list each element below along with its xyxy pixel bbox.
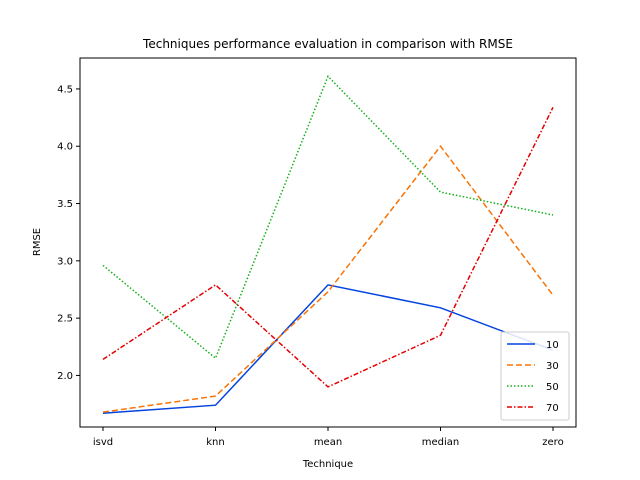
y-tick-label: 3.0: [57, 256, 73, 267]
series-line-50: [102, 74, 554, 360]
y-tick-label: 2.5: [57, 314, 73, 325]
series-line-70: [102, 106, 554, 388]
legend-label-30: 30: [546, 361, 559, 372]
legend: 10 30 50 70: [500, 331, 570, 421]
y-tick-label: 4.0: [57, 142, 73, 153]
series-line-30: [102, 144, 554, 413]
x-tick-label: isvd: [93, 437, 113, 448]
x-axis-label: Technique: [302, 459, 353, 470]
y-axis-label: RMSE: [32, 228, 43, 256]
y-tick-label: 3.5: [57, 199, 73, 210]
x-tick-label: median: [422, 437, 460, 448]
chart-title: Techniques performance evaluation in com…: [142, 37, 513, 51]
legend-label-10: 10: [546, 340, 559, 351]
series-layer: [102, 74, 554, 414]
y-axis: 2.0 2.5 3.0 3.5 4.0 4.5: [57, 84, 80, 382]
y-tick-label: 4.5: [57, 84, 73, 95]
x-tick-label: mean: [314, 437, 342, 448]
legend-label-50: 50: [546, 382, 559, 393]
legend-box: [500, 331, 570, 421]
series-line-10: [102, 284, 554, 414]
legend-label-70: 70: [546, 403, 559, 414]
x-tick-label: zero: [542, 437, 563, 448]
x-tick-label: knn: [206, 437, 224, 448]
x-axis: isvd knn mean median zero: [93, 427, 564, 448]
y-tick-label: 2.0: [57, 371, 73, 382]
